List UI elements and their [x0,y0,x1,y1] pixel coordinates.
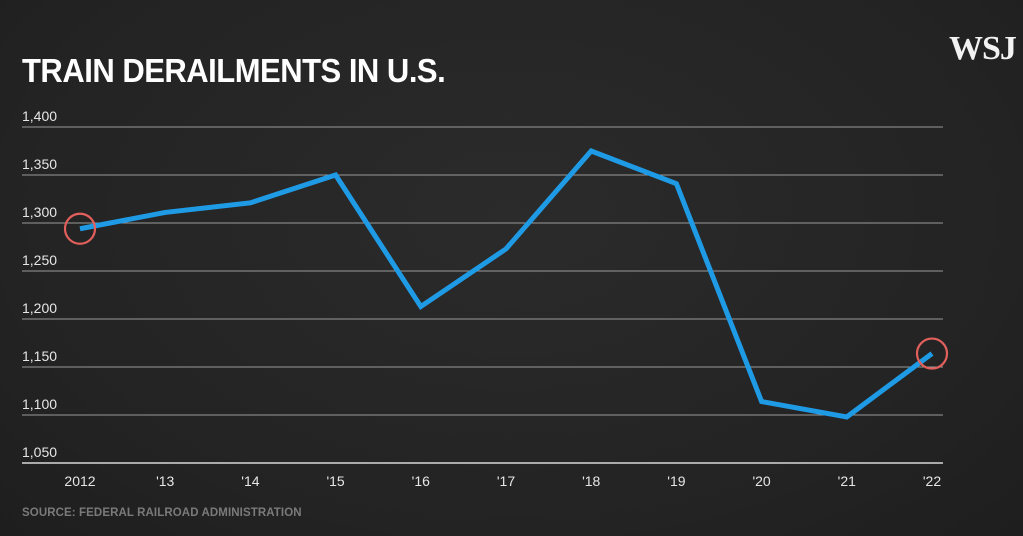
source-note: SOURCE: FEDERAL RAILROAD ADMINISTRATION [22,507,302,519]
x-tick-label: '21 [838,473,856,489]
x-tick-label: '19 [667,473,685,489]
highlight-circle [63,212,97,245]
y-tick-label: 1,350 [22,156,57,172]
series-line [79,148,934,420]
y-tick-label: 1,300 [22,204,57,220]
x-tick-label: '15 [326,473,344,489]
y-tick-label: 1,150 [22,348,57,364]
highlight-circle [915,337,949,370]
x-tick-label: '17 [497,473,515,489]
y-tick-label: 1,200 [22,300,57,316]
series [79,148,934,420]
x-tick-label: 2012 [64,473,95,489]
x-tick-labels: 2012 '13 '14 '15 '16 '17 '18 '19 '20 '21 '22 [64,473,941,489]
y-tick-label: 1,100 [22,396,57,412]
x-tick-label: '18 [582,473,600,489]
highlight-markers [63,212,949,370]
x-tick-label: '22 [923,473,941,489]
x-tick-label: '16 [412,473,430,489]
y-tick-labels: 1,050 1,100 1,150 1,200 1,250 1,300 1,350 1,400 [22,108,57,460]
y-tick-label: 1,050 [22,444,57,460]
x-tick-label: '20 [752,473,770,489]
x-tick-label: '13 [156,473,174,489]
chart-title: TRAIN DERAILMENTS IN U.S. [22,52,446,90]
x-tick-label: '14 [241,473,259,489]
gridlines [22,126,943,464]
y-tick-label: 1,400 [22,108,57,124]
wsj-logo: WSJ [949,30,1017,67]
y-tick-label: 1,250 [22,252,57,268]
